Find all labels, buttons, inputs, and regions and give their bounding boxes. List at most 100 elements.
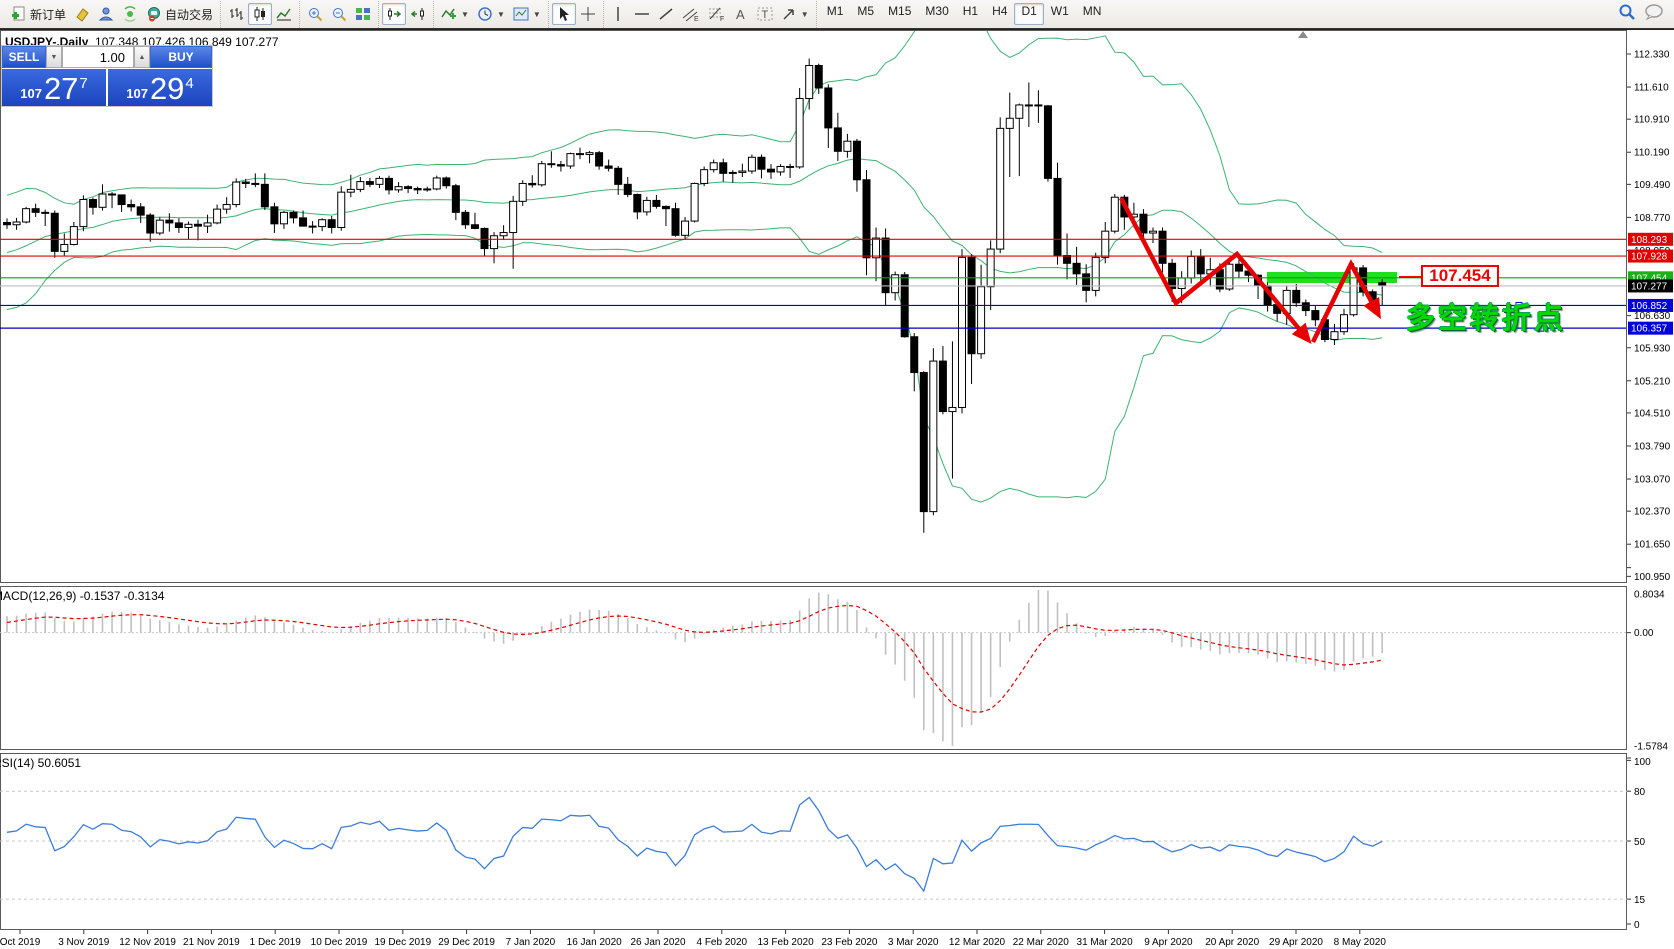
sell-price-prefix: 107 — [20, 86, 42, 101]
channel-tool-button[interactable]: E — [678, 3, 704, 25]
trend-arrow-annotations[interactable] — [1119, 196, 1381, 344]
svg-text:106.852: 106.852 — [1631, 301, 1668, 312]
chevron-down-icon: ▼ — [461, 9, 469, 19]
svg-text:12 Nov 2019: 12 Nov 2019 — [119, 937, 176, 948]
macd-panel: 0.8034 0.00 -1.5784 — [0, 567, 1668, 761]
buy-price-sup: 4 — [185, 75, 194, 92]
timeframe-m15[interactable]: M15 — [888, 4, 912, 18]
timeframe-mn[interactable]: MN — [1082, 4, 1102, 18]
zoom-in-icon — [307, 6, 323, 22]
timeframe-m30[interactable]: M30 — [925, 4, 949, 18]
sell-button[interactable]: SELL — [2, 46, 46, 68]
volume-increase-stepper[interactable]: ▲ — [134, 46, 150, 68]
volume-input[interactable]: 1.00 — [62, 46, 134, 68]
profiles-button[interactable] — [94, 3, 118, 25]
arrows-shapes-icon — [781, 6, 797, 22]
chat-icon[interactable] — [1644, 3, 1664, 26]
svg-text:106.357: 106.357 — [1631, 324, 1668, 335]
chevron-down-icon: ▼ — [496, 9, 505, 19]
svg-text:103.070: 103.070 — [1634, 475, 1671, 486]
chevron-down-icon: ▼ — [532, 9, 541, 19]
timeframe-d1[interactable]: D1 — [1014, 3, 1044, 25]
svg-text:31 Mar 2020: 31 Mar 2020 — [1077, 937, 1134, 948]
svg-text:107.928: 107.928 — [1631, 252, 1668, 263]
price-axis: 112.330 111.610 110.910 110.190 109.490 108.7… — [1627, 50, 1673, 583]
sell-price-display[interactable]: 107 27 7 — [2, 69, 106, 106]
rsi-panel: 100 80 50 15 0 — [0, 757, 1651, 931]
eraser-button[interactable] — [70, 3, 94, 25]
svg-text:104.510: 104.510 — [1634, 408, 1671, 419]
svg-text:0.8034: 0.8034 — [1634, 590, 1665, 601]
svg-text:3 Mar 2020: 3 Mar 2020 — [888, 937, 939, 948]
periods-button[interactable]: ▼ — [473, 3, 509, 25]
text-tool-button[interactable]: A — [730, 3, 753, 25]
horizontal-line-tool-button[interactable] — [630, 3, 654, 25]
tile-windows-button[interactable] — [351, 3, 375, 25]
triangle-up-icon: ▲ — [138, 53, 146, 61]
cursor-icon — [556, 6, 572, 22]
shapes-tool-button[interactable]: ▼ — [777, 3, 813, 25]
timeframe-h4[interactable]: H4 — [992, 4, 1008, 18]
zoom-in-button[interactable] — [303, 3, 327, 25]
indicators-icon — [441, 6, 457, 22]
time-axis: Oct 2019 3 Nov 2019 12 Nov 2019 21 Nov 2019… — [0, 930, 1386, 948]
cursor-tool-button[interactable] — [551, 3, 576, 25]
line-chart-mode-button[interactable] — [272, 3, 296, 25]
svg-text:21 Nov 2019: 21 Nov 2019 — [183, 937, 240, 948]
svg-text:13 Feb 2020: 13 Feb 2020 — [758, 937, 815, 948]
svg-text:111.610: 111.610 — [1634, 83, 1669, 94]
chart-shift-button[interactable] — [406, 3, 430, 25]
search-icon[interactable] — [1618, 3, 1636, 26]
annotation-text[interactable]: 多空转折点 — [1406, 303, 1567, 335]
volume-decrease-stepper[interactable]: ▼ — [46, 46, 62, 68]
svg-text:15: 15 — [1634, 895, 1646, 906]
autotrade-button[interactable]: 自动交易 — [142, 3, 217, 25]
timeframe-h1[interactable]: H1 — [962, 4, 979, 18]
trendline-icon — [658, 6, 674, 22]
svg-text:108.293: 108.293 — [1631, 235, 1668, 246]
channel-icon: E — [682, 6, 700, 22]
timeframe-m1[interactable]: M1 — [826, 4, 844, 18]
svg-text:102.370: 102.370 — [1634, 507, 1671, 518]
timeframe-w1[interactable]: W1 — [1050, 4, 1069, 18]
line-chart-icon — [276, 6, 292, 22]
chevron-down-icon: ▼ — [800, 9, 809, 19]
price-level-flag[interactable]: 107.454 — [1421, 265, 1499, 287]
timeframe-m5[interactable]: M5 — [857, 4, 875, 18]
text-label-icon: T — [757, 6, 773, 22]
crosshair-tool-button[interactable] — [576, 3, 600, 25]
candlestick-mode-button[interactable] — [248, 3, 273, 25]
new-order-icon — [11, 6, 27, 22]
svg-text:109.490: 109.490 — [1634, 180, 1671, 191]
buy-price-display[interactable]: 107 29 4 — [108, 69, 212, 106]
svg-text:Oct 2019: Oct 2019 — [0, 937, 41, 948]
svg-text:80: 80 — [1634, 787, 1646, 798]
new-order-label: 新订单 — [30, 7, 67, 22]
autoscroll-button[interactable] — [382, 3, 407, 25]
fibonacci-tool-button[interactable]: F — [704, 3, 730, 25]
label-tool-button[interactable]: T — [753, 3, 777, 25]
candlestick-icon — [252, 6, 268, 22]
svg-text:100.950: 100.950 — [1634, 572, 1671, 583]
svg-text:9 Apr 2020: 9 Apr 2020 — [1144, 937, 1193, 948]
chart-shift-marker[interactable] — [1298, 31, 1308, 38]
svg-text:1 Dec 2019: 1 Dec 2019 — [250, 937, 302, 948]
buy-price-prefix: 107 — [126, 86, 148, 101]
buy-button[interactable]: BUY — [150, 46, 212, 68]
new-order-button[interactable]: 新订单 — [7, 3, 70, 25]
indicators-button[interactable]: ▼ — [437, 3, 473, 25]
trendline-tool-button[interactable] — [654, 3, 678, 25]
templates-button[interactable]: ▼ — [509, 3, 545, 25]
bar-chart-mode-button[interactable] — [224, 3, 248, 25]
vertical-line-icon — [611, 6, 625, 22]
svg-text:3 Nov 2019: 3 Nov 2019 — [58, 937, 110, 948]
macd-histogram — [6, 590, 1383, 746]
one-click-trading-panel: SELL ▼ 1.00 ▲ BUY 107 27 7 107 29 4 — [1, 45, 213, 107]
svg-text:107.454: 107.454 — [1631, 273, 1668, 284]
profile-icon — [98, 6, 114, 22]
vertical-line-tool-button[interactable] — [607, 3, 630, 25]
zoom-out-button[interactable] — [327, 3, 351, 25]
svg-text:50: 50 — [1634, 837, 1646, 848]
signals-button[interactable] — [118, 3, 142, 25]
